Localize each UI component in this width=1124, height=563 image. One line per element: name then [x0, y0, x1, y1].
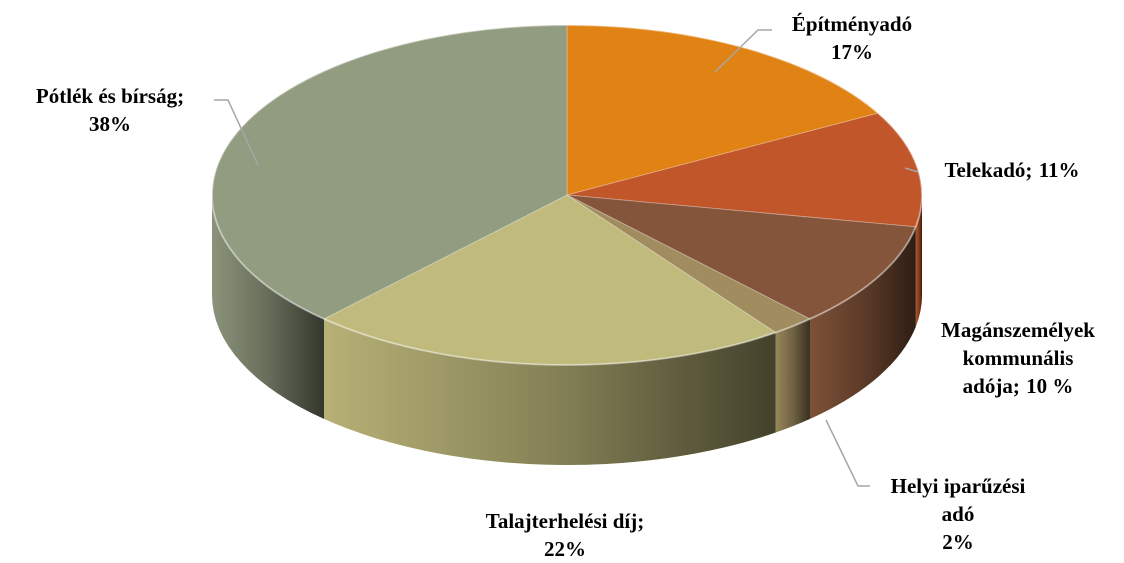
- label-value: 17%: [831, 40, 873, 64]
- data-label: Telekadó; 11%: [944, 156, 1079, 184]
- pie-slice: [566, 194, 917, 320]
- pie-slice: [566, 112, 923, 228]
- side-shading: [775, 318, 811, 433]
- leader-line: [904, 167, 919, 173]
- label-category: Talajterhelési díj;: [485, 509, 645, 533]
- leader-line: [825, 419, 870, 487]
- pie-slice: [322, 194, 777, 366]
- label-value: 2%: [942, 530, 974, 554]
- pie-slice: [211, 24, 568, 320]
- data-label: Magánszemélyek kommunális adója; 10 %: [941, 316, 1095, 400]
- label-category: Helyi iparűzési adó: [890, 474, 1026, 526]
- label-category: Telekadó;: [944, 158, 1033, 182]
- data-label: Helyi iparűzési adó 2%: [873, 472, 1043, 556]
- label-category: Építményadó: [791, 12, 913, 36]
- rim-highlight: [211, 24, 923, 366]
- leader-line: [714, 29, 772, 73]
- label-value: 38%: [89, 112, 131, 136]
- data-label: Pótlék és bírság; 38%: [36, 82, 184, 138]
- leader-line: [214, 99, 259, 166]
- side-shading: [212, 195, 324, 419]
- label-value: 22%: [544, 537, 586, 561]
- side-shading: [915, 195, 922, 327]
- pie-slice: [566, 24, 880, 196]
- label-category: Pótlék és bírság;: [35, 84, 185, 108]
- data-label: Építményadó 17%: [792, 10, 912, 66]
- label-value: 10 %: [1026, 374, 1074, 398]
- pie-slice: [566, 194, 812, 334]
- data-label: Talajterhelési díj; 22%: [486, 507, 644, 563]
- label-value: 11%: [1038, 158, 1080, 182]
- side-shading: [323, 318, 776, 465]
- label-category: Magánszemélyek kommunális adója;: [941, 318, 1095, 398]
- side-shading: [810, 226, 916, 419]
